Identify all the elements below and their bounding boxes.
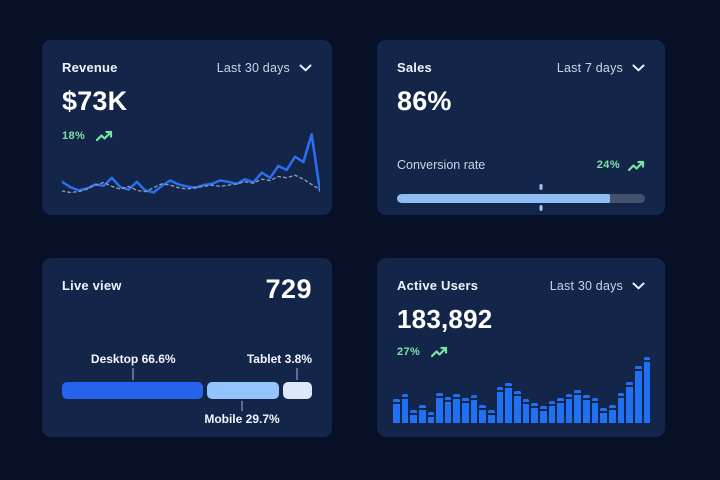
bar-8: [453, 393, 461, 423]
bar-18: [539, 405, 547, 423]
bar-22: [574, 390, 582, 423]
bar-28: [626, 382, 633, 423]
conversion-progress: [397, 184, 645, 211]
bar-16: [522, 399, 530, 423]
revenue-delta-row: 18%: [62, 129, 312, 142]
device-split-bar: [62, 382, 312, 399]
sales-card-title: Sales: [397, 60, 432, 75]
conversion-rate-row: Conversion rate 24%: [397, 158, 645, 172]
active-users-bar-chart: [393, 357, 651, 423]
revenue-line-chart: [62, 133, 320, 194]
progress-marker-top: [539, 184, 543, 190]
bar-17: [531, 403, 538, 423]
sales-period-label: Last 7 days: [556, 60, 623, 75]
trending-up-icon: [431, 346, 448, 358]
revenue-series-previous: [62, 174, 320, 194]
bar-3: [410, 409, 417, 423]
active-users-card: Active Users Last 30 days 183,892 27%: [377, 258, 665, 437]
segment-label-tablet: Tablet 3.8%: [246, 352, 312, 366]
bar-2: [401, 393, 409, 423]
active-users-value: 183,892: [397, 304, 493, 334]
sales-period-dropdown[interactable]: Last 7 days: [557, 61, 645, 75]
bar-9: [462, 397, 469, 423]
bar-20: [557, 397, 564, 423]
progress-track: [397, 194, 645, 203]
live-view-value: 729: [265, 274, 312, 304]
sales-card-header: Sales Last 7 days: [397, 60, 645, 75]
leader-line-tablet: [296, 368, 298, 380]
bar-10: [470, 395, 478, 423]
bar-27: [617, 393, 625, 423]
progress-marker-bottom: [539, 205, 543, 211]
revenue-period-label: Last 30 days: [216, 60, 290, 75]
bar-11: [479, 404, 487, 423]
leader-line-desktop: [132, 368, 135, 380]
revenue-period-dropdown[interactable]: Last 30 days: [217, 61, 312, 75]
active-users-period-label: Last 30 days: [549, 278, 623, 293]
bar-25: [600, 408, 608, 423]
bar-26: [609, 404, 616, 423]
bar-6: [436, 392, 443, 423]
leader-line-mobile: [241, 401, 243, 411]
bar-1: [393, 399, 400, 423]
active-users-period-dropdown[interactable]: Last 30 days: [550, 279, 645, 293]
revenue-value: $73K: [62, 86, 128, 116]
revenue-card: Revenue Last 30 days $73K 18%: [42, 40, 332, 215]
bar-29: [634, 366, 642, 423]
bar-5: [427, 412, 435, 423]
chevron-down-icon: [632, 64, 645, 71]
live-view-title: Live view: [62, 278, 122, 293]
segment-label-mobile: Mobile 29.7%: [204, 412, 280, 426]
segment-label-desktop: Desktop 66.6%: [90, 352, 176, 366]
bar-19: [548, 400, 556, 423]
conversion-rate-label: Conversion rate: [397, 158, 486, 172]
active-users-delta-row: 27%: [397, 345, 645, 358]
bar-15: [513, 391, 521, 423]
trending-up-icon: [96, 130, 113, 142]
revenue-card-title: Revenue: [62, 60, 118, 75]
conversion-delta: 24%: [596, 159, 620, 171]
segment-tablet: [283, 382, 312, 399]
active-users-title: Active Users: [397, 278, 479, 293]
chevron-down-icon: [299, 64, 312, 71]
chevron-down-icon: [632, 282, 645, 289]
bar-13: [496, 387, 504, 423]
revenue-delta: 18%: [62, 129, 86, 142]
bar-30: [643, 357, 651, 423]
segment-desktop: [62, 382, 203, 399]
bar-4: [418, 404, 426, 423]
revenue-card-header: Revenue Last 30 days: [62, 60, 312, 75]
active-users-header: Active Users Last 30 days: [397, 278, 645, 293]
bar-23: [583, 395, 590, 423]
trending-up-icon: [628, 160, 645, 171]
conversion-delta-group: 24%: [597, 159, 645, 172]
segment-mobile: [206, 382, 280, 399]
active-users-delta: 27%: [397, 345, 421, 358]
bar-21: [565, 393, 573, 423]
bar-7: [444, 396, 452, 423]
device-split-chart: Desktop 66.6% Mobile 29.7% Tablet 3.8%: [62, 352, 312, 428]
progress-fill: [397, 194, 611, 203]
sales-card: Sales Last 7 days 86% Conversion rate 24…: [377, 40, 665, 215]
bar-12: [488, 409, 495, 423]
bar-24: [591, 397, 599, 423]
sales-value: 86%: [397, 86, 452, 116]
revenue-series-current: [62, 133, 320, 194]
live-view-card: Live view 729 Desktop 66.6% Mobile 29.7% T…: [42, 258, 332, 437]
revenue-line-chart-area: [62, 125, 320, 199]
bar-14: [505, 383, 512, 423]
live-view-header: Live view 729: [62, 274, 312, 305]
